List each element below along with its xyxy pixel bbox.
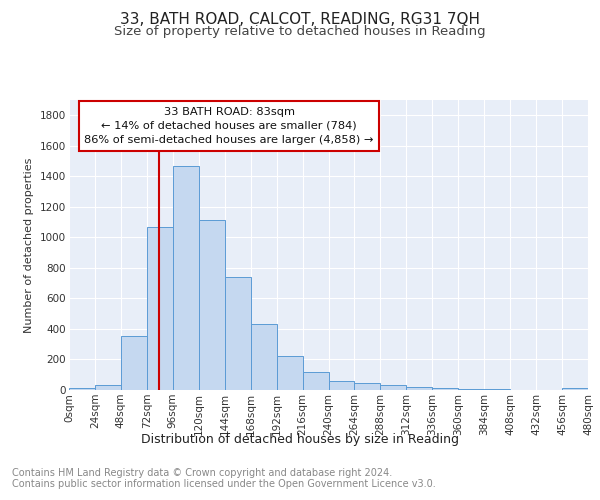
Bar xyxy=(484,389,510,390)
Bar xyxy=(432,388,458,390)
Bar xyxy=(251,324,277,390)
Bar xyxy=(355,382,380,390)
Bar xyxy=(225,277,251,390)
Text: 33 BATH ROAD: 83sqm
← 14% of detached houses are smaller (784)
86% of semi-detac: 33 BATH ROAD: 83sqm ← 14% of detached ho… xyxy=(85,107,374,145)
Bar xyxy=(173,166,199,390)
Bar xyxy=(121,336,147,390)
Bar xyxy=(69,388,95,390)
Bar xyxy=(562,388,588,390)
Bar xyxy=(277,356,302,390)
Bar xyxy=(329,381,355,390)
Bar xyxy=(199,220,224,390)
Bar xyxy=(406,386,432,390)
Bar xyxy=(302,372,329,390)
Text: Distribution of detached houses by size in Reading: Distribution of detached houses by size … xyxy=(141,432,459,446)
Bar xyxy=(458,389,484,390)
Y-axis label: Number of detached properties: Number of detached properties xyxy=(25,158,34,332)
Text: Contains HM Land Registry data © Crown copyright and database right 2024.
Contai: Contains HM Land Registry data © Crown c… xyxy=(12,468,436,489)
Text: Size of property relative to detached houses in Reading: Size of property relative to detached ho… xyxy=(114,25,486,38)
Bar xyxy=(380,386,406,390)
Bar xyxy=(147,228,173,390)
Bar xyxy=(95,384,121,390)
Text: 33, BATH ROAD, CALCOT, READING, RG31 7QH: 33, BATH ROAD, CALCOT, READING, RG31 7QH xyxy=(120,12,480,28)
